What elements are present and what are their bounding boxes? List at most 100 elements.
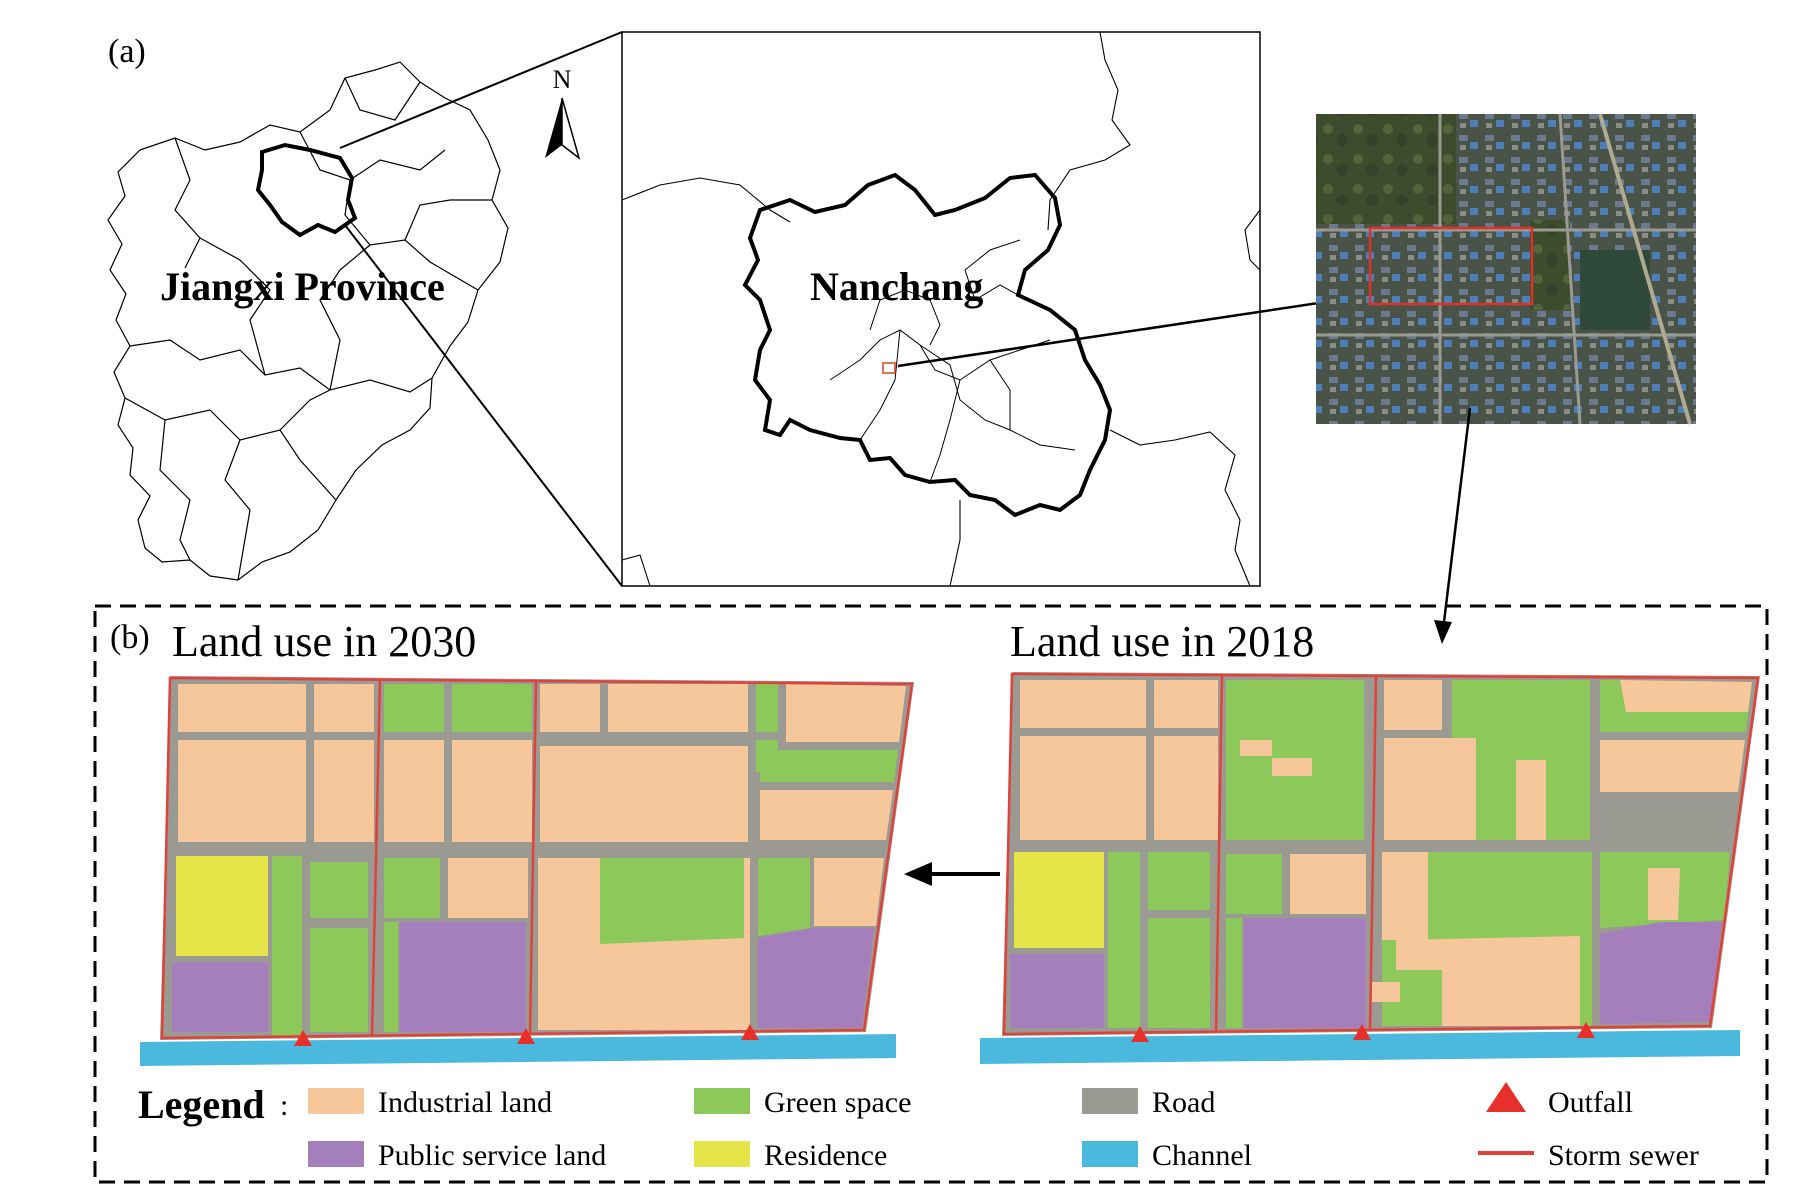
channel bbox=[140, 1034, 896, 1066]
zoom-connector-lines bbox=[339, 31, 623, 587]
legend-label: Residence bbox=[764, 1139, 887, 1172]
province-label: Jiangxi Province bbox=[160, 264, 445, 309]
public-block bbox=[758, 928, 874, 1028]
legend-colon: : bbox=[280, 1089, 288, 1122]
storm-sewer bbox=[370, 679, 382, 1037]
legend-title: Legend bbox=[138, 1082, 265, 1127]
legend-item: Residence bbox=[694, 1139, 887, 1172]
industrial-block bbox=[540, 746, 748, 842]
industrial-block bbox=[1272, 758, 1312, 776]
title-2030: Land use in 2030 bbox=[172, 617, 476, 666]
county-boundary bbox=[174, 137, 201, 269]
legend-item: Outfall bbox=[1486, 1082, 1633, 1119]
industrial-block bbox=[608, 684, 748, 732]
district-boundary bbox=[929, 379, 961, 483]
land-use-map-2030 bbox=[140, 676, 914, 1066]
residence-block bbox=[176, 856, 268, 956]
industrial-block bbox=[814, 858, 884, 926]
storm-sewer bbox=[160, 676, 914, 1040]
legend-item: Road bbox=[1082, 1086, 1215, 1119]
north-label: N bbox=[553, 65, 572, 94]
province-outline bbox=[107, 61, 509, 581]
neighbor-boundary bbox=[621, 554, 651, 587]
county-boundary bbox=[199, 237, 271, 376]
industrial-block bbox=[1384, 738, 1476, 840]
green-block bbox=[384, 684, 444, 732]
industrial-block bbox=[1384, 680, 1442, 730]
legend-swatch bbox=[308, 1141, 364, 1167]
county-boundary bbox=[124, 397, 337, 501]
channel bbox=[980, 1030, 1740, 1064]
industrial-block bbox=[1020, 736, 1146, 840]
public-block bbox=[1600, 922, 1722, 1024]
legend-item: Green space bbox=[694, 1086, 911, 1119]
panel-a-label: (a) bbox=[108, 33, 146, 70]
public-block bbox=[1010, 954, 1104, 1028]
outfall-legend-icon bbox=[1486, 1082, 1526, 1112]
outfall-icon bbox=[1577, 1022, 1595, 1038]
storm-sewer bbox=[1368, 676, 1378, 1031]
district-boundary bbox=[829, 329, 1051, 381]
green-block bbox=[1226, 854, 1282, 914]
legend-swatch bbox=[694, 1088, 750, 1114]
legend-label: Outfall bbox=[1548, 1086, 1633, 1119]
county-boundary bbox=[344, 179, 479, 291]
study-area-box bbox=[1368, 226, 1534, 306]
green-block bbox=[1148, 852, 1210, 910]
legend-label: Channel bbox=[1152, 1139, 1252, 1172]
industrial-block bbox=[1382, 852, 1428, 940]
panel-b-label: (b) bbox=[110, 619, 150, 656]
green-block bbox=[452, 684, 532, 732]
green-block bbox=[1148, 918, 1210, 1028]
legend-item: Channel bbox=[1082, 1139, 1252, 1172]
neighbor-boundary bbox=[1109, 429, 1251, 587]
legend-swatch bbox=[1082, 1141, 1138, 1167]
industrial-block bbox=[178, 740, 306, 842]
outfall-icon bbox=[517, 1028, 535, 1044]
outfall-icon bbox=[1353, 1024, 1371, 1040]
residence-block bbox=[1014, 852, 1104, 948]
green-block bbox=[600, 858, 744, 944]
industrial-block bbox=[448, 858, 528, 918]
county-boundary bbox=[159, 419, 191, 561]
public-block bbox=[172, 962, 268, 1032]
green-block bbox=[758, 858, 810, 936]
industrial-block bbox=[452, 740, 532, 842]
industrial-block bbox=[540, 684, 600, 732]
industrial-block bbox=[1516, 760, 1546, 840]
legend-item: Public service land bbox=[308, 1139, 606, 1172]
county-boundary bbox=[404, 199, 492, 241]
industrial-block bbox=[314, 740, 374, 842]
outfall-icon bbox=[741, 1024, 759, 1040]
neighbor-boundary bbox=[1244, 209, 1261, 271]
industrial-block bbox=[178, 684, 306, 732]
outfall-icon bbox=[294, 1030, 312, 1046]
district-boundary bbox=[964, 239, 1021, 301]
district-boundary bbox=[869, 289, 941, 346]
neighbor-boundary bbox=[949, 500, 961, 587]
industrial-block bbox=[1290, 854, 1366, 914]
green-block bbox=[1108, 852, 1140, 1028]
public-block bbox=[400, 922, 526, 1032]
industrial-block bbox=[1020, 680, 1146, 728]
study-area-marker bbox=[882, 362, 896, 374]
industrial-block bbox=[1154, 736, 1218, 840]
city-label: Nanchang bbox=[810, 264, 983, 309]
green-block bbox=[384, 922, 398, 1032]
legend-label: Road bbox=[1152, 1086, 1215, 1119]
legend-label: Storm sewer bbox=[1548, 1139, 1699, 1172]
legend-item: Industrial land bbox=[308, 1086, 552, 1119]
jiangxi-province-map bbox=[107, 61, 509, 581]
county-boundary bbox=[299, 131, 446, 181]
district-boundary bbox=[919, 344, 1076, 451]
land-use-map-2018 bbox=[980, 672, 1760, 1064]
nanchang-outline-small bbox=[255, 142, 358, 238]
storm-sewer bbox=[528, 681, 538, 1035]
county-boundary bbox=[344, 77, 421, 121]
green-block bbox=[384, 858, 440, 918]
north-arrow-icon: N bbox=[545, 65, 581, 160]
green-block bbox=[1226, 918, 1242, 1028]
district-boundary bbox=[989, 359, 1011, 430]
green-block bbox=[760, 750, 898, 782]
arrow-to-panel-b bbox=[1434, 407, 1472, 644]
